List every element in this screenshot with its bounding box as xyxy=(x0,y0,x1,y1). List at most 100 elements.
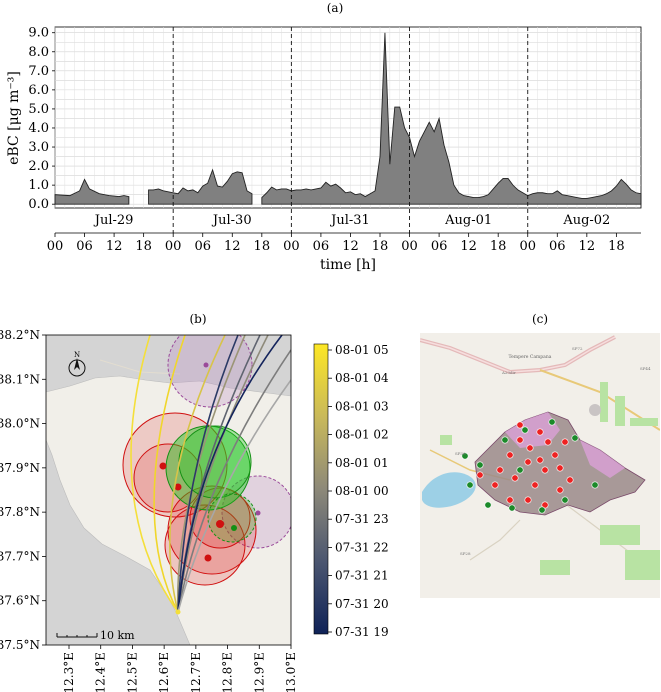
y-tick-label: 0.0 xyxy=(28,197,49,212)
day-label: Jul-30 xyxy=(211,213,252,228)
panel-c-label: (c) xyxy=(532,312,548,326)
field-patch xyxy=(540,560,570,575)
x-tick-label: 00 xyxy=(519,239,536,254)
fire-point xyxy=(255,510,261,516)
colorbar-tick-label: 08-01 03 xyxy=(335,399,389,413)
field-patch xyxy=(440,435,452,445)
field-patch xyxy=(600,525,640,545)
colorbar-tick-label: 08-01 02 xyxy=(335,428,389,442)
lon-tick-label: 12.5°E xyxy=(125,652,139,692)
minor-road xyxy=(469,519,521,561)
road-label: SP72 xyxy=(572,346,583,351)
x-tick-label: 18 xyxy=(608,239,625,254)
x-tick-label: 12 xyxy=(460,239,477,254)
road-label: A29dir xyxy=(501,370,516,375)
green-hotspot xyxy=(508,504,516,512)
green-hotspot xyxy=(461,452,469,460)
panel-a-x-ticks: 00 06 12 18 00 06 12 18 00 06 12 18 00 06 12 18 00 06 12 18 xyxy=(47,233,625,254)
colorbar-tick-label: 08-01 05 xyxy=(335,343,389,357)
x-tick-label: 06 xyxy=(76,239,93,254)
fire-point xyxy=(174,483,182,491)
y-tick-label: 1.0 xyxy=(28,178,49,193)
x-tick-label: 00 xyxy=(401,239,418,254)
colorbar-tick-label: 07-31 22 xyxy=(335,540,389,554)
y-tick-label: 4.0 xyxy=(28,121,49,136)
green-hotspot xyxy=(548,418,556,426)
road-label: SP28 xyxy=(460,551,471,556)
red-hotspot xyxy=(551,451,559,459)
lon-tick-label: 12.3°E xyxy=(62,652,76,692)
red-hotspot xyxy=(541,466,549,474)
x-tick-label: 12 xyxy=(579,239,596,254)
measurement-site xyxy=(175,609,181,615)
lon-tick-label: 12.6°E xyxy=(157,652,171,692)
red-hotspot xyxy=(556,486,564,494)
fire-point xyxy=(204,554,212,562)
trajectory-line xyxy=(177,349,291,613)
x-tick-label: 06 xyxy=(313,239,330,254)
sicily-land xyxy=(46,375,291,645)
y-tick-label: 9.0 xyxy=(28,26,49,41)
red-hotspot xyxy=(524,458,532,466)
lat-tick-label: 38.0°N xyxy=(0,417,40,431)
time-colorbar xyxy=(313,343,329,635)
fire-circles xyxy=(122,335,291,586)
scale-bar-label: 10 km xyxy=(100,629,135,642)
road-label: SP36 xyxy=(455,451,466,456)
red-hotspot xyxy=(496,466,504,474)
x-tick-label: 00 xyxy=(47,239,64,254)
lon-tick-label: 12.8°E xyxy=(221,652,235,692)
y-tick-label: 5.0 xyxy=(28,102,49,117)
red-hotspot xyxy=(516,436,524,444)
fire-hotspots xyxy=(461,418,599,514)
ebc-time-series: 0.01.02.03.04.05.06.07.08.09.0 Jul-29 Jul… xyxy=(28,26,642,233)
colorbar-tick-label: 08-01 00 xyxy=(335,484,389,498)
red-hotspot xyxy=(566,476,574,484)
fire-circle-green xyxy=(207,493,257,543)
green-hotspot xyxy=(501,436,509,444)
panel-a-x-label: time [h] xyxy=(320,257,376,273)
red-hotspot xyxy=(536,456,544,464)
lat-tick-label: 37.8°N xyxy=(0,505,40,519)
scale-bar: 10 km xyxy=(56,629,135,642)
day-labels: Jul-29 Jul-30 Jul-31 Aug-01 Aug-02 xyxy=(93,213,611,228)
green-hotspot xyxy=(521,426,529,434)
green-hotspot xyxy=(466,481,474,489)
y-tick-label: 6.0 xyxy=(28,83,49,98)
y-tick-label: 8.0 xyxy=(28,45,49,60)
colorbar-tick-label: 07-31 21 xyxy=(335,569,389,583)
red-hotspot xyxy=(524,496,532,504)
green-hotspot xyxy=(538,506,546,514)
x-tick-label: 00 xyxy=(283,239,300,254)
trajectory-line xyxy=(130,335,179,613)
fire-point xyxy=(231,525,237,531)
x-tick-label: 12 xyxy=(224,239,241,254)
x-tick-label: 06 xyxy=(549,239,566,254)
day-label: Aug-01 xyxy=(444,213,492,228)
green-hotspot xyxy=(476,461,484,469)
colorbar-tick-label: 07-31 20 xyxy=(335,597,389,611)
lat-tick-label: 37.9°N xyxy=(0,461,40,475)
field-patch xyxy=(600,382,608,422)
x-tick-label: 18 xyxy=(490,239,507,254)
panel-a-y-ticks: 0.0 1.0 2.0 3.0 4.0 5.0 6.0 7.0 8.0 9.0 xyxy=(28,26,55,212)
colorbar-tick-label: 08-01 04 xyxy=(335,371,389,385)
panel-b-frame xyxy=(45,334,292,646)
day-label: Jul-29 xyxy=(93,213,134,228)
trajectory-line xyxy=(177,335,283,613)
north-label: N xyxy=(74,351,80,359)
fire-circle-green xyxy=(165,425,251,511)
green-hotspot xyxy=(561,496,569,504)
ebc-area xyxy=(54,178,130,205)
x-tick-label: 00 xyxy=(165,239,182,254)
colorbar-tick-label: 07-31 19 xyxy=(335,625,389,639)
longitude-ticks: 12.3°E 12.4°E 12.5°E 12.6°E 12.7°E 12.8°E 12.9… xyxy=(62,645,298,692)
red-hotspot xyxy=(511,474,519,482)
fire-point xyxy=(203,362,209,368)
green-hotspot xyxy=(571,434,579,442)
place-label: Tempere Campana xyxy=(509,354,552,360)
y-tick-label: 3.0 xyxy=(28,140,49,155)
trajectory-line xyxy=(177,335,269,613)
green-hotspot xyxy=(516,466,524,474)
